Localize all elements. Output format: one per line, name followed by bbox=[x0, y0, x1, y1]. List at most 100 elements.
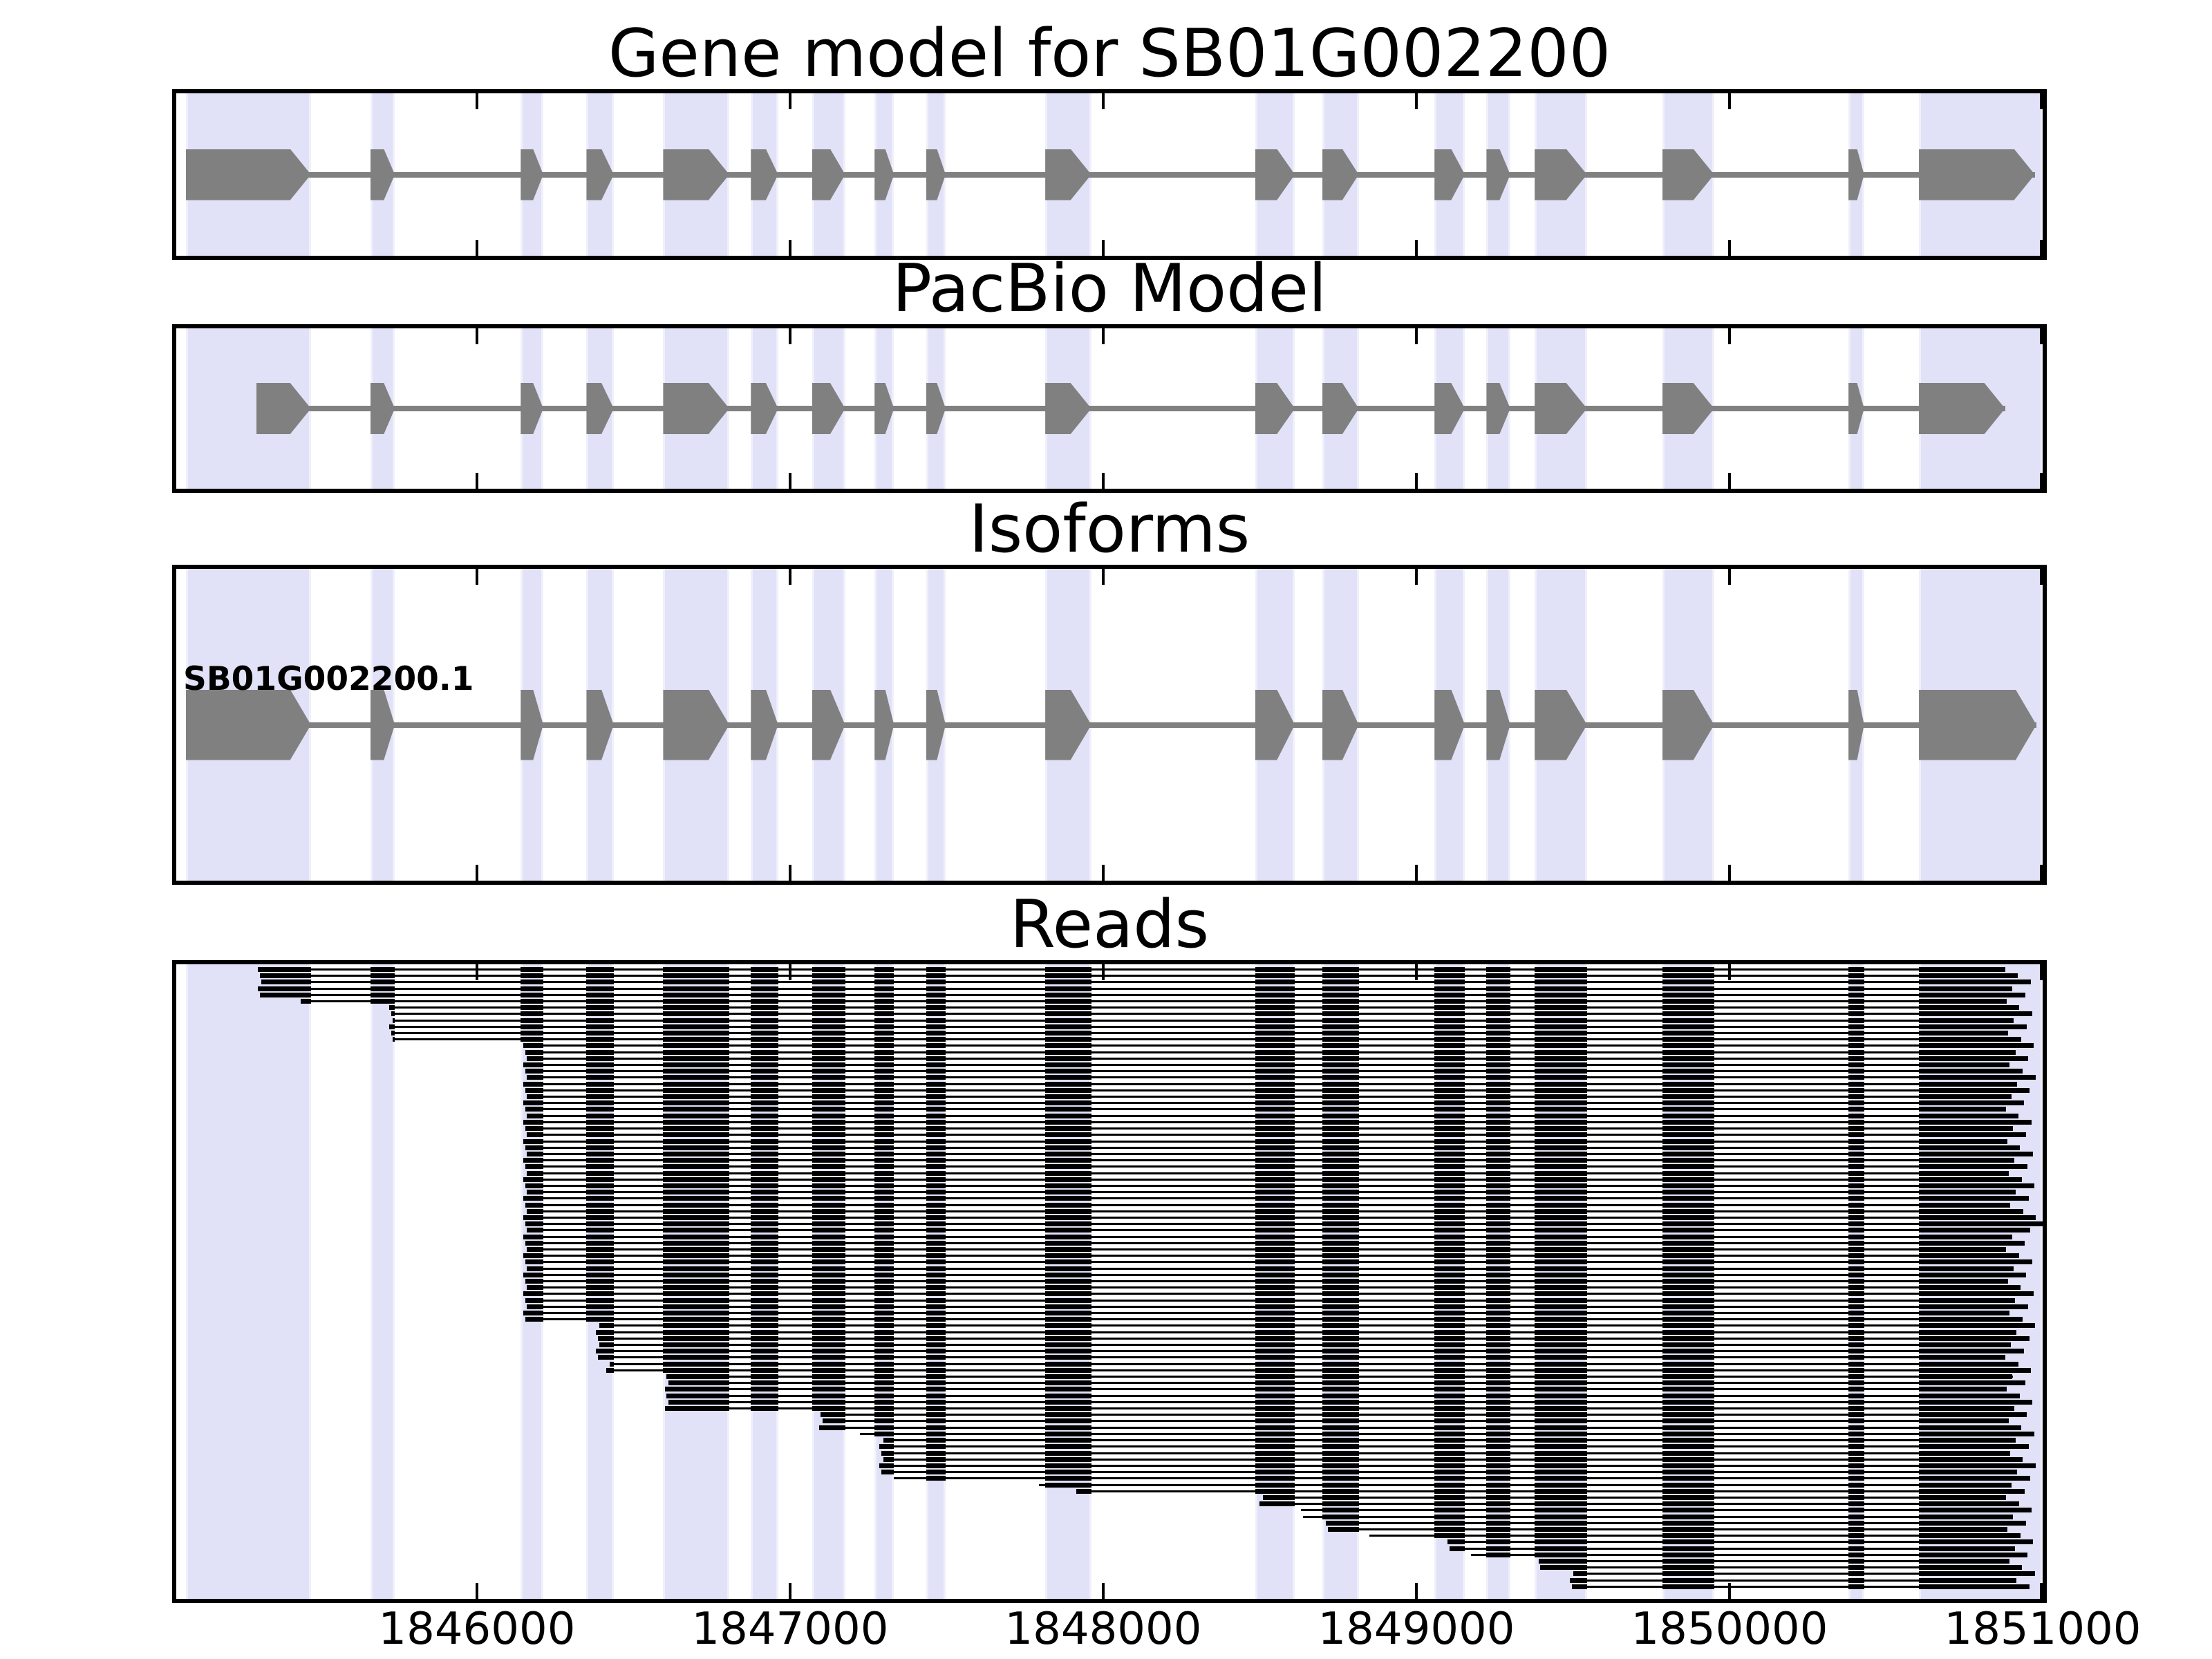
read-intron-line bbox=[823, 1420, 2009, 1423]
read-exon-block bbox=[1255, 1246, 1295, 1252]
read-exon-block bbox=[1919, 1246, 2007, 1252]
read-exon-block bbox=[1848, 992, 1864, 997]
axis-tick bbox=[2040, 93, 2043, 109]
read-exon-block bbox=[527, 1190, 543, 1195]
read-exon-block bbox=[586, 999, 614, 1004]
read-exon-block bbox=[1045, 1202, 1091, 1208]
read-exon-block bbox=[1486, 1253, 1510, 1259]
read-exon-block bbox=[1322, 1024, 1359, 1029]
read-exon-block bbox=[1045, 1069, 1091, 1074]
read-exon-block bbox=[1919, 1584, 2030, 1589]
read-exon-block bbox=[751, 1037, 778, 1042]
read-exon-block bbox=[1662, 1323, 1714, 1329]
read-intron-line bbox=[300, 1000, 2007, 1003]
read-exon-block bbox=[1486, 1425, 1510, 1430]
read-exon-block bbox=[1045, 1444, 1091, 1450]
read-exon-block bbox=[751, 1272, 778, 1277]
read-exon-block bbox=[926, 1431, 946, 1436]
read-exon-block bbox=[926, 1024, 946, 1029]
read-intron-line bbox=[1302, 1515, 2014, 1518]
read-exon-block bbox=[1486, 986, 1510, 991]
read-exon-block bbox=[1322, 1456, 1359, 1462]
read-intron-line bbox=[261, 981, 2031, 984]
read-exon-block bbox=[1045, 1107, 1091, 1112]
read-exon-block bbox=[525, 1259, 543, 1265]
read-exon-block bbox=[1919, 1387, 2007, 1392]
read-exon-block bbox=[1535, 1145, 1587, 1150]
read-exon-block bbox=[1255, 1208, 1295, 1214]
read-exon-block bbox=[1434, 1349, 1465, 1354]
read-exon-block bbox=[1919, 1526, 2008, 1532]
read-exon-block bbox=[926, 1297, 946, 1303]
read-exon-block bbox=[1486, 1387, 1510, 1392]
read-exon-block bbox=[926, 1069, 946, 1074]
read-exon-block bbox=[521, 1005, 543, 1011]
read-exon-block bbox=[1434, 1132, 1465, 1138]
read-exon-block bbox=[1662, 1335, 1714, 1341]
read-exon-block bbox=[1045, 1031, 1091, 1036]
read-exon-block bbox=[1255, 1164, 1295, 1170]
read-exon-block bbox=[874, 1355, 894, 1360]
read-exon-block bbox=[812, 1246, 845, 1252]
read-exon-block bbox=[1662, 1317, 1714, 1322]
read-exon-block bbox=[586, 1196, 614, 1201]
read-exon-block bbox=[1662, 1476, 1714, 1481]
read-exon-block bbox=[751, 1349, 778, 1354]
axis-tick bbox=[788, 473, 791, 489]
read-intron-line bbox=[257, 987, 2013, 990]
read-exon-block bbox=[1535, 1259, 1587, 1265]
read-exon-block bbox=[1662, 1546, 1714, 1551]
read-exon-block bbox=[926, 980, 946, 985]
exon-arrow bbox=[1848, 690, 1864, 760]
read-exon-block bbox=[1434, 1031, 1465, 1036]
read-exon-block bbox=[1255, 1031, 1295, 1036]
read-exon-block bbox=[1848, 1100, 1864, 1106]
read-exon-block bbox=[1486, 1246, 1510, 1252]
read-exon-block bbox=[1045, 1138, 1091, 1144]
read-exon-block bbox=[1045, 1406, 1091, 1412]
read-exon-block bbox=[1255, 1158, 1295, 1163]
read-exon-block bbox=[1322, 1018, 1359, 1023]
read-exon-block bbox=[751, 1311, 778, 1316]
read-exon-block bbox=[1662, 1158, 1714, 1163]
read-exon-block bbox=[751, 967, 778, 972]
read-exon-block bbox=[1045, 1234, 1091, 1239]
read-exon-block bbox=[1535, 1501, 1587, 1507]
read-intron-line bbox=[259, 993, 2025, 996]
read-exon-block bbox=[1322, 967, 1359, 972]
read-exon-block bbox=[1848, 1005, 1864, 1011]
read-exon-block bbox=[527, 1304, 543, 1309]
read-exon-block bbox=[1255, 1279, 1295, 1284]
read-exon-block bbox=[1848, 1031, 1864, 1036]
read-exon-block bbox=[1662, 1304, 1714, 1309]
read-exon-block bbox=[1919, 1380, 2026, 1386]
read-intron-line bbox=[821, 1414, 2027, 1416]
read-exon-block bbox=[1919, 1158, 2015, 1163]
read-exon-block bbox=[1848, 1145, 1864, 1150]
read-exon-block bbox=[751, 1049, 778, 1055]
read-exon-block bbox=[1848, 1546, 1864, 1551]
read-exon-block bbox=[1662, 1024, 1714, 1029]
read-exon-block bbox=[1848, 1558, 1864, 1564]
read-exon-block bbox=[1255, 1075, 1295, 1080]
read-intron-line bbox=[1262, 1496, 2006, 1499]
read-exon-block bbox=[874, 1393, 894, 1398]
read-exon-block bbox=[1535, 1215, 1587, 1220]
axis-tick bbox=[1414, 865, 1418, 881]
read-exon-block bbox=[1848, 1304, 1864, 1309]
read-exon-block bbox=[521, 1011, 543, 1017]
read-exon-block bbox=[1045, 1253, 1091, 1259]
read-exon-block bbox=[1919, 1164, 2027, 1170]
read-exon-block bbox=[926, 1011, 946, 1017]
read-exon-block bbox=[1535, 1272, 1587, 1277]
read-exon-block bbox=[751, 1107, 778, 1112]
read-exon-block bbox=[751, 1158, 778, 1163]
read-exon-block bbox=[1662, 1126, 1714, 1132]
read-exon-block bbox=[1662, 1450, 1714, 1456]
read-exon-block bbox=[1535, 1470, 1587, 1475]
read-exon-block bbox=[874, 1406, 894, 1412]
read-exon-block bbox=[812, 1323, 845, 1329]
read-exon-block bbox=[1045, 1246, 1091, 1252]
read-intron-line bbox=[389, 1025, 2027, 1028]
read-exon-block bbox=[1255, 1412, 1295, 1418]
